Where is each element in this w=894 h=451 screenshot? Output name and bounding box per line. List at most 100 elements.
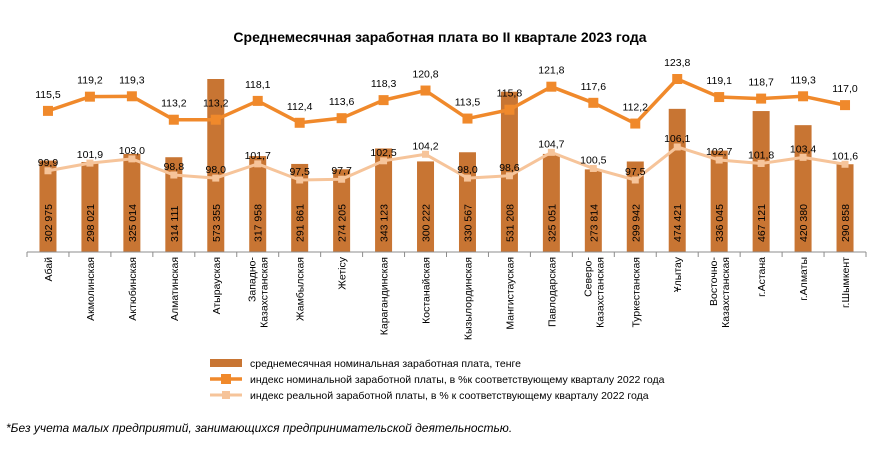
point-label: 118,1 [245,79,271,91]
point-label: 115,8 [497,88,523,100]
bar [417,161,435,252]
point-label: 123,8 [664,57,690,69]
bar-value-label: 298 021 [85,204,97,242]
category-labels: Абай Акмолинская Актюбинская Алматинская Аты… [43,256,852,340]
legend-marker-nominal [221,374,231,384]
point-label: 113,2 [203,98,229,110]
point-label: 103,0 [119,145,145,157]
point-marker [547,148,555,156]
point-label: 119,2 [77,75,103,87]
point-marker [504,104,515,115]
legend-label-bar: среднемесячная номинальная заработная пл… [250,358,521,370]
bar-value-label: 573 355 [211,204,223,242]
category-label: Атырауская [211,257,223,314]
bar-value-label: 474 421 [672,204,684,242]
bar-value-label: 302 975 [43,204,55,242]
point-label: 97,7 [331,165,352,177]
point-label: 113,5 [455,97,481,109]
point-marker [672,74,683,85]
point-marker [336,113,347,124]
point-label: 100,5 [580,154,606,166]
bar-value-label: 325 014 [127,204,139,242]
bar-value-label: 420 380 [798,204,810,242]
point-label: 112,2 [623,102,649,114]
series-line [47,145,846,182]
bar-value-label: 274 205 [337,204,349,242]
bar [542,153,560,252]
bar [752,111,770,252]
point-marker [378,95,389,106]
category-label: Костанайская [421,257,433,324]
point-marker [170,171,178,179]
point-label: 112,4 [287,101,313,113]
x-axis-ticks [26,252,867,257]
point-label: 98,8 [164,161,185,173]
bar [375,148,393,252]
point-marker [296,176,304,184]
point-label: 119,3 [790,74,816,86]
point-marker [86,159,94,167]
point-marker [212,174,220,182]
bar-value-label: 299 942 [630,204,642,242]
point-label: 98,6 [499,162,520,174]
bar [39,160,57,252]
bar [500,91,518,252]
point-label: 119,1 [706,75,732,87]
category-label: Северо- [582,257,594,297]
point-marker [757,159,765,167]
category-label: Карагандинская [379,257,391,335]
legend: среднемесячная номинальная заработная пл… [210,358,665,402]
category-label: Актюбинская [127,257,139,321]
point-marker [756,93,767,104]
point-marker [462,113,473,124]
point-marker [546,81,557,92]
point-label: 121,8 [538,65,564,77]
category-label: г.Астана [756,257,768,297]
bar [165,157,183,252]
point-label: 99,9 [38,157,59,169]
bar-value-label: 291 861 [295,204,307,242]
category-label: Мангистауская [504,257,516,330]
category-label: Абай [43,257,55,282]
point-marker [210,114,221,125]
point-label: 101,8 [748,149,774,161]
category-label: Жетісу [337,256,349,289]
point-marker [589,164,597,172]
series-line [47,77,846,126]
point-marker [630,118,641,129]
category-label: г.Алматы [798,257,810,301]
point-marker [168,114,179,125]
point-marker [338,175,346,183]
bar [668,108,686,253]
category-label: Восточно- [708,256,720,306]
point-label: 118,3 [371,78,397,90]
category-label: Казахстанская [259,257,271,328]
bar [249,156,267,252]
point-marker [463,174,471,182]
point-marker [380,157,388,165]
point-label: 115,5 [35,89,61,101]
point-marker [84,91,95,102]
point-marker [841,160,849,168]
point-label: 113,6 [329,96,355,108]
point-marker [294,117,305,128]
point-label: 98,0 [206,164,227,176]
bar-value-label: 290 858 [840,204,852,242]
point-marker [798,91,809,102]
point-label: 102,5 [370,147,396,159]
category-label: Ұлытау [672,256,684,292]
point-marker [715,156,723,164]
bar [123,153,141,252]
chart-title: Среднемесячная заработная плата во II кв… [233,29,646,45]
legend-swatch-bar [210,359,242,367]
category-label: Западно- [247,256,259,301]
category-label: Жамбылская [295,257,307,321]
bar-value-label: 467 121 [756,204,768,242]
point-marker [420,85,431,96]
point-label: 98,0 [457,164,478,176]
bar [626,161,644,252]
category-label: Павлодарская [546,257,558,327]
point-marker [714,92,725,103]
category-label: г.Шымкент [840,257,852,308]
point-marker [42,105,53,116]
